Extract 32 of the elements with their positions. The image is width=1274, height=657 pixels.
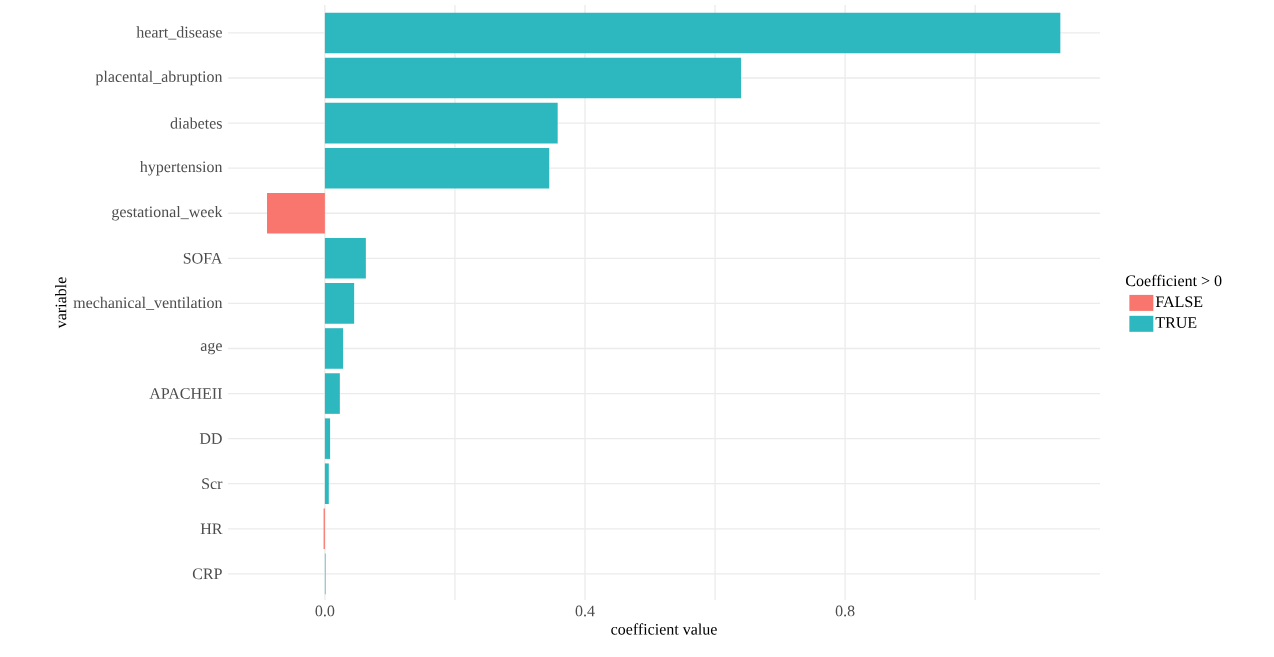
- y-tick-label: mechanical_ventilation: [73, 296, 223, 310]
- x-tick-label: 0.8: [835, 605, 855, 617]
- bar: [324, 418, 331, 459]
- y-tick-label: SOFA: [183, 252, 223, 264]
- y-tick-label: DD: [199, 433, 222, 444]
- y-tick-label: age: [200, 342, 222, 355]
- legend-label: FALSE: [1155, 296, 1203, 308]
- bar: [267, 192, 325, 234]
- bar: [324, 12, 1061, 54]
- bar: [324, 328, 344, 369]
- y-tick-label: CRP: [192, 568, 222, 580]
- bar: [324, 463, 329, 504]
- bar: [324, 57, 742, 99]
- y-tick-label: heart_disease: [136, 26, 222, 40]
- bar: [324, 373, 340, 414]
- x-tick-label: 0.0: [315, 605, 335, 617]
- bar: [324, 238, 366, 279]
- y-tick-label: diabetes: [170, 117, 222, 129]
- y-tick-label: gestational_week: [112, 205, 223, 221]
- legend-title: Coefficient > 0: [1126, 274, 1222, 287]
- y-axis-title: variable: [55, 277, 67, 329]
- y-tick-label: HR: [200, 523, 223, 535]
- bar: [324, 283, 355, 324]
- y-tick-label: hypertension: [139, 160, 223, 176]
- legend-label: TRUE: [1155, 317, 1197, 329]
- bar: [324, 102, 558, 144]
- x-axis-title: coefficient value: [611, 623, 717, 635]
- y-tick-label: APACHEII: [149, 388, 222, 399]
- y-tick-label: placental_abruption: [95, 70, 223, 86]
- x-tick-label: 0.4: [575, 605, 595, 617]
- y-tick-label: Scr: [202, 478, 223, 490]
- bar: [324, 147, 550, 189]
